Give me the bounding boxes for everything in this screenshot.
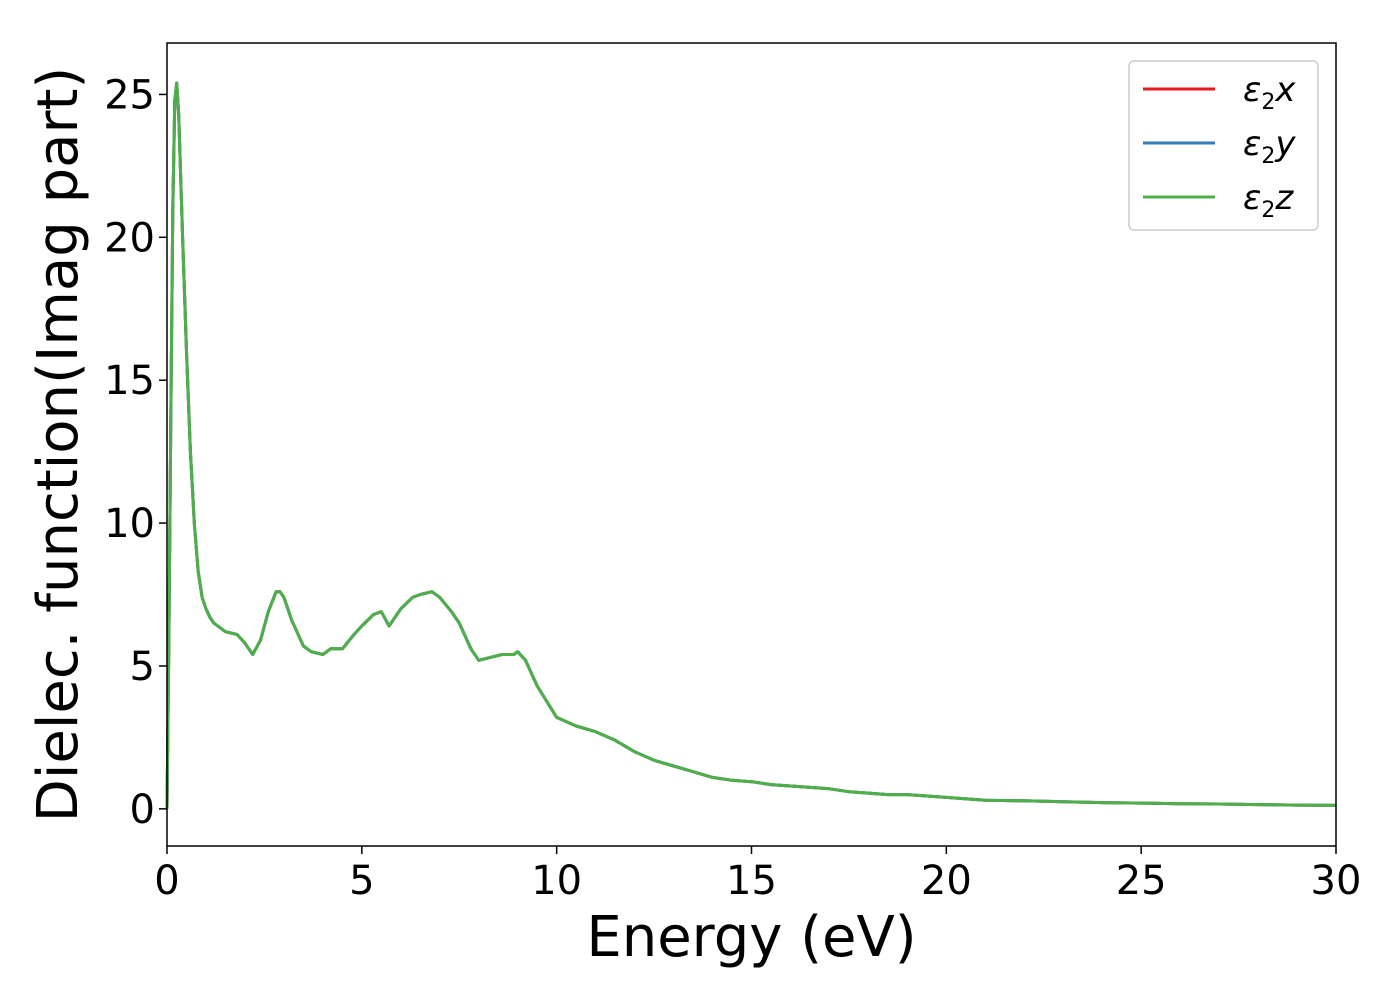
legend-component: z xyxy=(1274,178,1294,218)
legend-label-x: ε2x xyxy=(1243,70,1296,115)
y-tick-label: 5 xyxy=(130,644,155,690)
x-tick-label: 0 xyxy=(154,858,179,904)
series-layer xyxy=(165,81,1337,809)
legend-box xyxy=(1128,60,1319,231)
x-tick-label: 30 xyxy=(1311,858,1362,904)
x-tick-label: 10 xyxy=(531,858,582,904)
x-tick-label: 15 xyxy=(726,858,777,904)
legend-subscript: 2 xyxy=(1261,198,1275,223)
y-tick-label: 15 xyxy=(104,358,155,404)
y-tick-label: 25 xyxy=(104,72,155,118)
legend-symbol: ε xyxy=(1243,124,1261,164)
y-axis-label: Dielec. function(Imag part) xyxy=(26,67,91,823)
legend-label-z: ε2z xyxy=(1243,178,1294,223)
y-tick-label: 10 xyxy=(104,501,155,547)
x-tick-label: 25 xyxy=(1116,858,1167,904)
x-tick-label: 20 xyxy=(921,858,972,904)
y-axis: 0 5 10 15 20 25 xyxy=(104,72,167,833)
x-axis-label: Energy (eV) xyxy=(586,905,916,970)
y-tick-label: 0 xyxy=(130,787,155,833)
y-tick-label: 20 xyxy=(104,215,155,261)
x-tick-label: 5 xyxy=(349,858,374,904)
legend-subscript: 2 xyxy=(1261,90,1275,115)
legend-label-y: ε2y xyxy=(1243,124,1296,169)
legend-component: x xyxy=(1274,70,1296,110)
legend-component: y xyxy=(1274,124,1296,164)
series-line-z xyxy=(165,81,1337,809)
legend-symbol: ε xyxy=(1243,178,1261,218)
legend-subscript: 2 xyxy=(1261,144,1275,169)
x-axis: 0 5 10 15 20 25 30 xyxy=(154,846,1361,904)
legend-symbol: ε xyxy=(1243,70,1261,110)
